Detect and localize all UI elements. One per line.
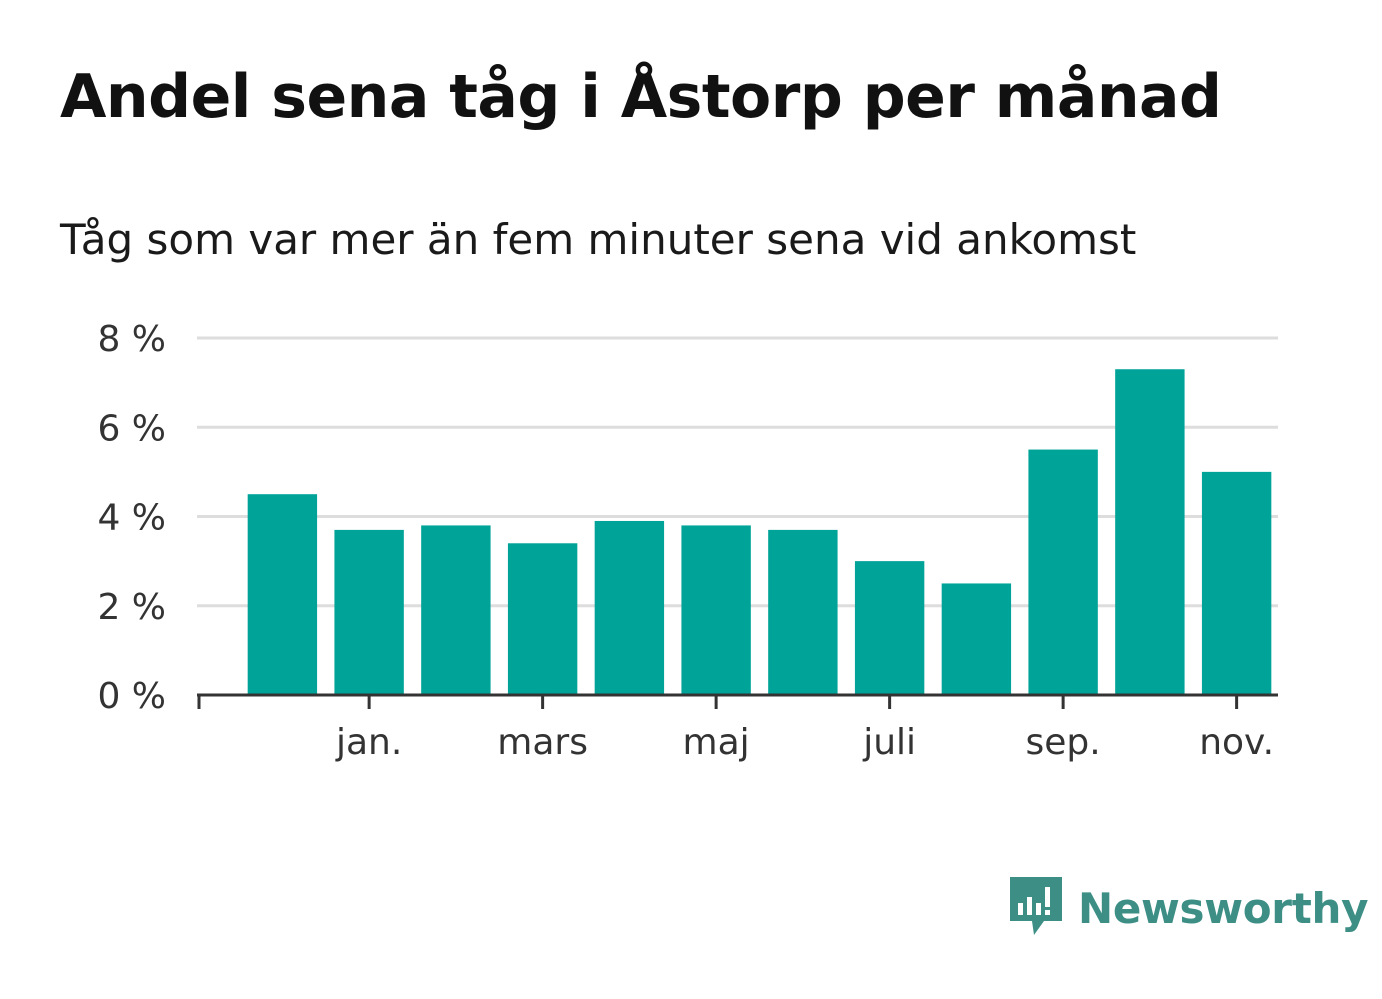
x-tick-label: mars — [497, 722, 588, 763]
bar-juli — [854, 561, 925, 695]
bar-april — [594, 520, 665, 695]
y-tick-label: 6 % — [97, 408, 166, 449]
y-tick-label: 0 % — [97, 676, 166, 717]
bar-sep — [1028, 449, 1098, 695]
y-tick-labels: 0 % 2 % 4 % 6 % 8 % — [97, 319, 166, 717]
x-tick-label: nov. — [1199, 722, 1274, 763]
brand-name: Newsworthy — [1078, 883, 1369, 933]
bar-jan — [334, 529, 404, 695]
x-tick-label: maj — [683, 722, 750, 763]
y-tick-label: 8 % — [97, 319, 166, 360]
y-tick-label: 4 % — [97, 498, 166, 539]
bar-nov — [1201, 471, 1272, 695]
bar-okt — [1115, 369, 1185, 695]
chart-title: Andel sena tåg i Åstorp per månad — [60, 62, 1222, 132]
x-tick-label: sep. — [1026, 722, 1101, 763]
bars — [247, 369, 1272, 695]
y-tick-label: 2 % — [97, 587, 166, 628]
bar-dec — [247, 494, 318, 695]
bar-aug — [941, 583, 1012, 695]
bar-juni — [768, 529, 838, 695]
x-tick-label: juli — [862, 722, 916, 763]
bar-mars — [507, 543, 578, 695]
chart-subtitle: Tåg som var mer än fem minuter sena vid … — [60, 215, 1137, 264]
x-axis — [197, 693, 1278, 709]
brand-logo: Newsworthy — [1010, 876, 1368, 940]
x-tick-labels: jan. mars maj juli sep. nov. — [335, 722, 1274, 763]
x-tick-label: jan. — [335, 722, 402, 763]
bar-feb — [421, 525, 491, 695]
bar-maj — [681, 525, 751, 695]
newsworthy-logo-icon — [1010, 877, 1062, 935]
